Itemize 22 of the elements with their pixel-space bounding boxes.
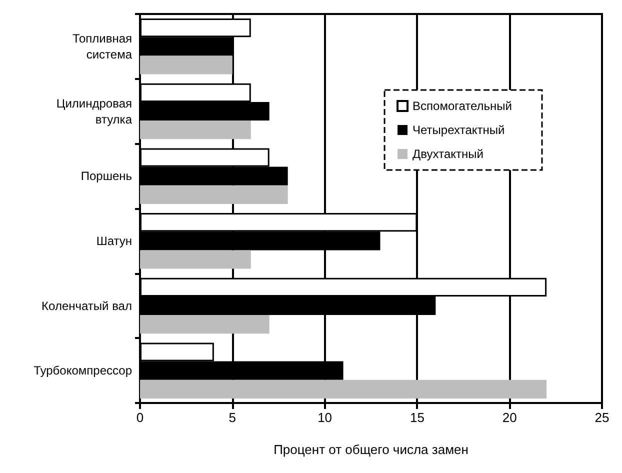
y-tick-label: Шатун	[96, 234, 132, 248]
legend-label: Вспомогательный	[412, 99, 512, 113]
x-tick-label: 15	[410, 410, 424, 425]
bar	[140, 120, 251, 140]
bar	[140, 380, 547, 398]
x-tick-label: 0	[136, 410, 144, 425]
y-tick-label: Поршень	[80, 169, 132, 184]
y-tick-label: Коленчатый вал	[42, 298, 132, 313]
x-axis-title: Процент от общего числа замен	[274, 442, 468, 457]
x-tick-label: 25	[594, 410, 610, 425]
bar	[140, 250, 251, 269]
bar	[140, 185, 288, 204]
legend-label: Двухтактный	[412, 147, 484, 161]
bar	[140, 56, 232, 74]
x-tick-label: 10	[318, 410, 332, 425]
y-tick-label: Цилиндровая втулка	[56, 96, 132, 126]
x-tick-label: 5	[228, 410, 236, 425]
bar	[140, 315, 270, 334]
x-tick-label: 20	[502, 410, 517, 425]
y-tick-label: Турбокомпрессор	[34, 364, 132, 378]
y-tick-label: Топливная система	[72, 31, 132, 62]
legend-label: Четырехтактный	[412, 123, 505, 137]
